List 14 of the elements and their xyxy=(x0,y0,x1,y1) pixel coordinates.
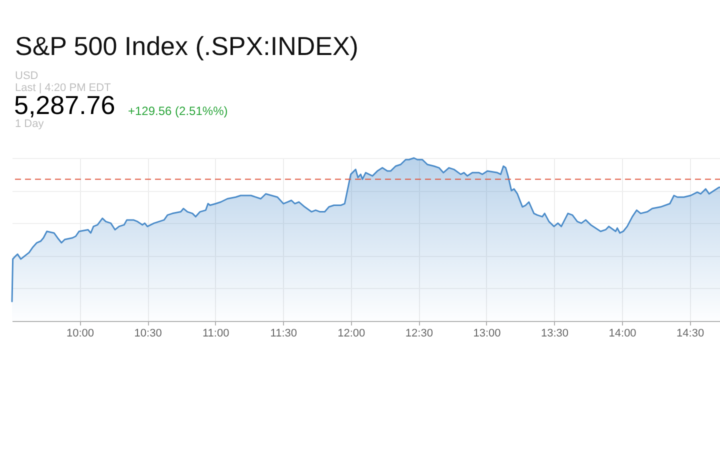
x-tick-label: 12:00 xyxy=(338,328,366,340)
x-tick-label: 11:30 xyxy=(270,328,297,340)
text: +129.56 (2.51%%) xyxy=(128,104,228,118)
x-tick-label: 12:30 xyxy=(405,328,433,340)
x-tick-label: 10:30 xyxy=(134,328,162,340)
x-tick-label: 14:30 xyxy=(676,328,704,340)
chart-title: S&P 500 Index (.SPX:INDEX) xyxy=(15,31,358,61)
x-tick-label: 14:00 xyxy=(608,328,636,340)
x-tick-label: 10:00 xyxy=(66,328,94,340)
text: 1 Day xyxy=(15,118,44,130)
x-tick-label: 13:30 xyxy=(540,328,569,340)
x-tick-label: 11:00 xyxy=(202,328,230,340)
text: USD xyxy=(15,70,38,82)
x-tick-label: 13:00 xyxy=(473,328,501,340)
